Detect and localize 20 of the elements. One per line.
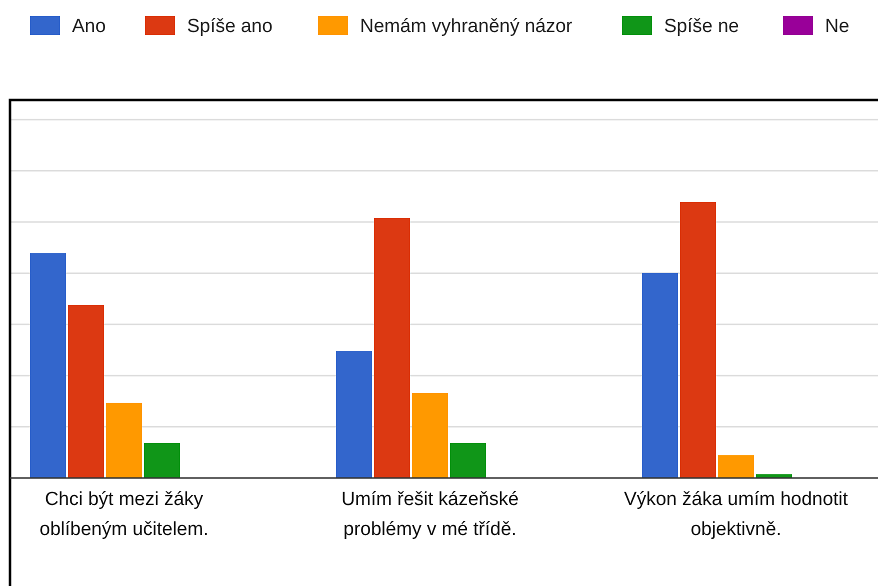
bar: [68, 304, 104, 478]
legend-label: Nemám vyhraněný názor: [360, 16, 573, 37]
x-tick-label: Umím řešit kázeňské problémy v mé třídě.: [341, 489, 519, 540]
bar: [374, 218, 410, 478]
legend-label: Spíše ne: [664, 16, 739, 37]
bar: [412, 392, 448, 478]
bar: [336, 351, 372, 478]
legend-label: Spíše ano: [187, 16, 273, 37]
bar: [30, 253, 66, 478]
bar: [450, 442, 486, 478]
bar: [756, 474, 792, 478]
x-tick-label: Chci být mezi žáky oblíbeným učitelem.: [40, 489, 208, 540]
bar: [718, 455, 754, 478]
x-tick-label: Výkon žáka umím hodnotit objektivně.: [624, 489, 849, 540]
bar: [642, 272, 678, 478]
bar: [106, 402, 142, 478]
legend-label: Ne: [825, 16, 850, 37]
bar: [680, 202, 716, 478]
legend-label: Ano: [72, 16, 106, 37]
bar: [144, 442, 180, 478]
